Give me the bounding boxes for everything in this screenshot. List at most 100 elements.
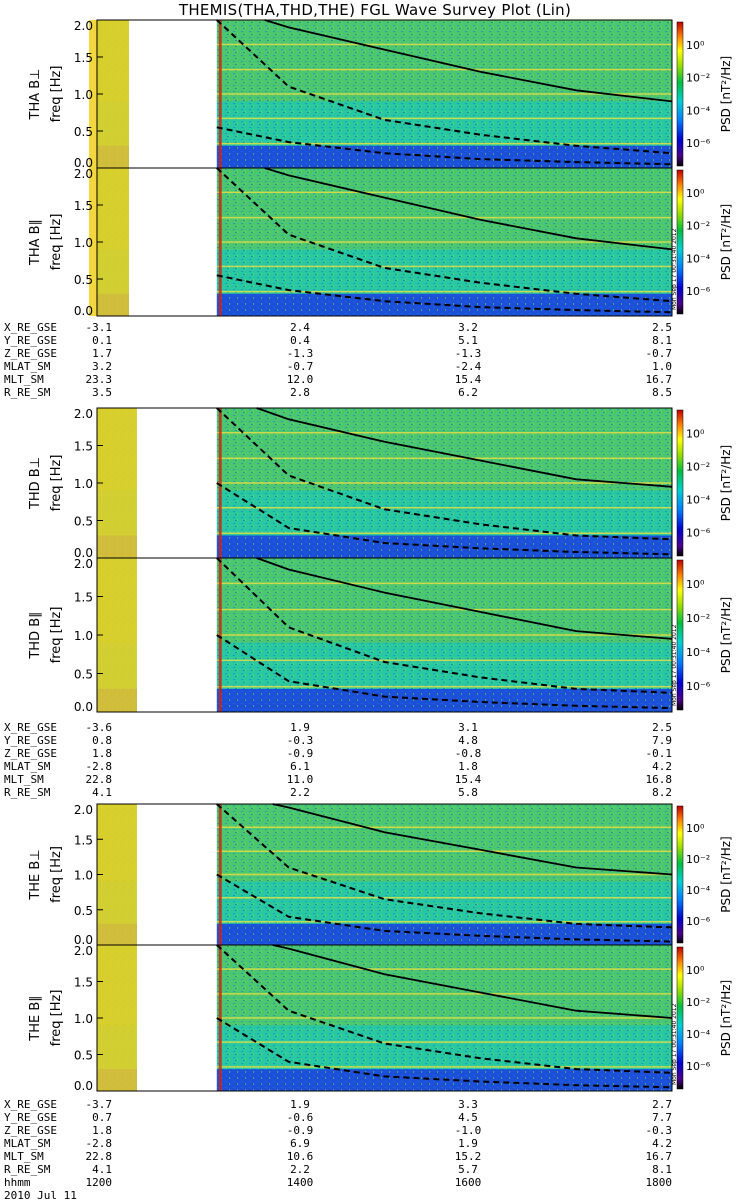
ephemeris-label: MLAT_SM	[4, 1137, 51, 1150]
colorbar-tick-label: 10⁻⁶	[686, 680, 711, 693]
data-gap	[128, 20, 217, 168]
ephemeris-label: X_RE_GSE	[4, 321, 57, 334]
y-tick-label: 0.5	[74, 125, 93, 139]
ephemeris-value: -2.8	[86, 1137, 113, 1150]
curve-fce	[272, 944, 673, 1019]
ephemeris-value: 5.1	[458, 334, 478, 347]
colorbar-gradient	[676, 409, 684, 557]
probe-group-thd: 0.0 0.5 1.0 1.5 2.0 THD B⊥ freq [Hz] 10⁰ 10⁻² 10⁻…	[4, 407, 733, 799]
y-axis-label: THE B⊥	[28, 849, 43, 900]
ephemeris-value: 1.8	[458, 760, 478, 773]
colorbar-label: PSD [nT²/Hz]	[719, 445, 733, 521]
ephemeris-value: 1800	[646, 1176, 673, 1189]
ephemeris-value: 3.2	[458, 321, 478, 334]
colorbar-gradient	[676, 169, 684, 315]
colorbar: 10⁰ 10⁻² 10⁻⁴ 10⁻⁶ PSD [nT²/Hz]	[676, 805, 733, 944]
ephemeris-label: MLAT_SM	[4, 760, 51, 773]
ephemeris-value: 2.4	[290, 321, 310, 334]
y-tick-label: 1.5	[74, 51, 93, 65]
curve-fce-tenth	[216, 482, 673, 556]
curve-fce	[264, 19, 673, 103]
ephemeris-value: 8.1	[652, 334, 672, 347]
y-tick-label: 0.0	[74, 1079, 93, 1093]
ephemeris-label: Y_RE_GSE	[4, 734, 57, 747]
ephemeris-value: 1.9	[290, 721, 310, 734]
ephemeris-value: -2.8	[86, 760, 113, 773]
y-unit-label: freq [Hz]	[49, 455, 64, 512]
ephemeris-value: 3.2	[92, 360, 112, 373]
ephemeris-value: 1.7	[92, 347, 112, 360]
ephemeris-label: MLT_SM	[4, 773, 44, 786]
ephemeris-value: -1.3	[455, 347, 482, 360]
y-tick-label: 0.0	[74, 933, 93, 947]
y-tick-label: 0.0	[74, 546, 93, 560]
y-tick-label: 1.0	[74, 236, 93, 250]
colorbar-tick-label: 10⁻⁶	[686, 285, 711, 298]
colorbar-tick-label: 10⁻²	[686, 996, 710, 1009]
ephemeris-value: 2.2	[290, 786, 310, 799]
y-tick-label: 0.5	[74, 515, 93, 529]
ephemeris-value: 4.1	[92, 1163, 112, 1176]
ephemeris-label: Z_RE_GSE	[4, 347, 57, 360]
ephemeris-table: X_RE_GSE -3.6 1.9 3.1 2.5 Y_RE_GSE 0.8 -0.3 4.8 7…	[4, 721, 672, 799]
panel-tha-bpar: 0.0 0.5 1.0 1.5 2.0 THA B∥ freq [Hz] 10⁰ 10⁻² 10⁻…	[28, 167, 733, 318]
spectrogram-hot-band	[96, 945, 137, 1091]
spectrogram-hot-band	[96, 804, 137, 945]
y-axis-label: THD B∥	[28, 611, 43, 659]
ephemeris-value: 1.8	[92, 1124, 112, 1137]
ephemeris-value: 5.8	[458, 786, 478, 799]
ephemeris-label: X_RE_GSE	[4, 1098, 57, 1111]
y-tick-label: 2.0	[74, 557, 93, 571]
ephemeris-value: 1400	[287, 1176, 314, 1189]
y-tick-label: 2.0	[74, 19, 93, 33]
spike-line	[218, 804, 222, 945]
curve-fce-half	[216, 19, 673, 155]
y-tick-label: 1.0	[74, 1012, 93, 1026]
ephemeris-value: -0.7	[287, 360, 314, 373]
data-gap	[136, 558, 217, 712]
ephemeris-value: 0.8	[92, 734, 112, 747]
ephemeris-table: X_RE_GSE -3.1 2.4 3.2 2.5 Y_RE_GSE 0.1 0.4 5.1 8.…	[4, 321, 672, 399]
colorbar-tick-label: 10⁰	[686, 578, 705, 591]
ephemeris-value: -1.3	[287, 347, 314, 360]
y-tick-label: 0.0	[74, 700, 93, 714]
ephemeris-value: -3.1	[86, 321, 113, 334]
colorbar: 10⁰ 10⁻² 10⁻⁴ 10⁻⁶ PSD [nT²/Hz]	[676, 21, 733, 167]
ephemeris-value: 1.9	[458, 1137, 478, 1150]
ephemeris-value: -0.1	[646, 747, 673, 760]
ephemeris-label: Y_RE_GSE	[4, 1111, 57, 1124]
ephemeris-label: R_RE_SM	[4, 786, 51, 799]
colorbar-tick-label: 10⁻²	[686, 220, 710, 233]
spectrogram-hot-band	[96, 558, 137, 712]
curve-fce-half	[216, 167, 673, 303]
ephemeris-value: 2.5	[652, 721, 672, 734]
ephemeris-value: -1.0	[455, 1124, 482, 1137]
ephemeris-value: 22.8	[86, 1150, 113, 1163]
ephemeris-value: 3.5	[92, 386, 112, 399]
ephemeris-value: -3.6	[86, 721, 113, 734]
colorbar-tick-label: 10⁻⁴	[686, 646, 711, 659]
panel-thd-bperp: 0.0 0.5 1.0 1.5 2.0 THD B⊥ freq [Hz] 10⁰ 10⁻² 10⁻…	[28, 407, 733, 560]
colorbar-tick-label: 10⁻⁶	[686, 915, 711, 928]
colorbar-tick-label: 10⁻⁶	[686, 137, 711, 150]
ephemeris-value: 0.4	[290, 334, 310, 347]
ephemeris-value: -0.9	[287, 747, 314, 760]
ephemeris-label: MLT_SM	[4, 1150, 44, 1163]
timestamp-stamp: Mon Sep 17 00:31:40 2012	[671, 228, 678, 310]
colorbar-tick-label: 10⁻⁴	[686, 104, 711, 117]
ephemeris-label: MLAT_SM	[4, 360, 51, 373]
ephemeris-value: 3.1	[458, 721, 478, 734]
colorbar: 10⁰ 10⁻² 10⁻⁴ 10⁻⁶ PSD [nT²/Hz] Mon Sep 17 00…	[671, 946, 733, 1090]
ephemeris-value: -3.7	[86, 1098, 113, 1111]
timestamp-stamp: Mon Sep 17 00:31:40 2012	[671, 1003, 678, 1085]
y-tick-label: 2.0	[74, 944, 93, 958]
curve-fce-tenth	[216, 274, 673, 314]
y-tick-label: 1.5	[74, 440, 93, 454]
colorbar-label: PSD [nT²/Hz]	[719, 204, 733, 280]
ephemeris-value: 2.7	[652, 1098, 672, 1111]
y-tick-label: 1.5	[74, 199, 93, 213]
ephemeris-value: -0.9	[287, 1124, 314, 1137]
y-tick-label: 1.0	[74, 869, 93, 883]
ephemeris-value: 1600	[455, 1176, 482, 1189]
ephemeris-value: -2.4	[455, 360, 482, 373]
